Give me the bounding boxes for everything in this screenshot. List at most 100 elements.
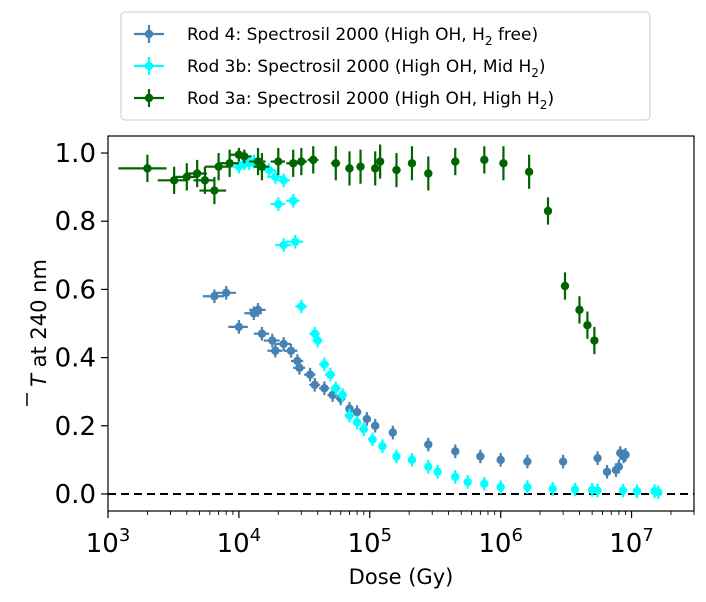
data-point [286, 193, 300, 208]
marker [593, 486, 602, 495]
marker [345, 164, 354, 173]
data-point [451, 147, 460, 176]
data-point [330, 381, 341, 396]
marker [480, 479, 489, 488]
data-point [570, 482, 580, 497]
marker [463, 477, 472, 487]
marker [424, 169, 433, 178]
marker [297, 157, 306, 166]
data-point [293, 361, 306, 375]
data-point [433, 464, 442, 479]
marker [424, 462, 433, 471]
data-point [270, 147, 285, 176]
marker [618, 486, 628, 495]
marker [524, 167, 534, 176]
svg-text:T at 240 nm: T at 240 nm [27, 259, 51, 387]
marker [192, 169, 202, 178]
series-3 [118, 144, 599, 355]
x-tick-label: 107 [609, 525, 654, 559]
data-point [275, 337, 291, 351]
marker [309, 155, 318, 165]
marker [143, 164, 152, 173]
marker [279, 339, 288, 349]
marker [359, 424, 368, 434]
data-point [575, 296, 584, 324]
marker [543, 206, 553, 216]
data-point [319, 381, 330, 396]
marker [499, 159, 508, 168]
marker [286, 346, 296, 355]
data-point [304, 367, 316, 382]
data-point [543, 197, 553, 225]
data-point [496, 453, 505, 467]
data-point [267, 343, 283, 358]
marker [575, 305, 584, 315]
marker [407, 159, 417, 168]
legend-label: Rod 3a: Spectrosil 2000 (High OH, High H… [187, 89, 554, 112]
marker [362, 414, 372, 424]
data-point [523, 454, 532, 469]
data-point [583, 311, 592, 339]
marker [352, 407, 362, 417]
data-point [359, 422, 369, 436]
data-point [174, 163, 198, 191]
marker [279, 176, 288, 185]
marker [368, 435, 377, 444]
data-point [319, 357, 330, 372]
x-tick-label: 103 [86, 525, 131, 559]
data-point [362, 412, 372, 426]
marker [558, 457, 568, 466]
marker [345, 404, 354, 413]
marker [614, 462, 624, 471]
marker [279, 240, 288, 250]
legend-entry-2: Rod 3b: Spectrosil 2000 (High OH, Mid H2… [134, 57, 546, 80]
marker [289, 159, 298, 168]
data-point [548, 482, 557, 496]
marker [240, 152, 249, 161]
marker [310, 380, 319, 390]
data-point [309, 378, 320, 392]
data-point [325, 367, 336, 382]
data-point [593, 483, 602, 498]
data-point [235, 149, 252, 164]
marker [583, 321, 592, 330]
marker [222, 288, 231, 298]
marker [352, 418, 362, 427]
data-point [214, 286, 236, 300]
data-point [199, 176, 227, 205]
data-point [295, 299, 307, 314]
marker [257, 162, 267, 171]
data-point [337, 388, 348, 402]
data-point [476, 449, 485, 464]
marker [210, 292, 219, 301]
marker [388, 428, 398, 437]
marker [313, 336, 322, 345]
data-point [424, 156, 433, 191]
marker [548, 484, 557, 494]
marker [289, 196, 298, 205]
marker [345, 411, 354, 420]
x-tick-label: 104 [217, 525, 262, 559]
marker [632, 487, 642, 496]
marker [295, 363, 304, 373]
data-point [451, 470, 460, 484]
series-layer [118, 144, 663, 500]
y-tick-label: 0.0 [55, 480, 96, 510]
marker [451, 447, 460, 456]
data-point [654, 485, 663, 500]
marker [433, 467, 442, 476]
legend-marker-dot [144, 61, 154, 71]
data-point [118, 154, 167, 183]
marker [407, 455, 417, 465]
data-point [560, 272, 570, 300]
marker [169, 176, 179, 185]
marker [570, 485, 580, 494]
data-point [263, 333, 280, 348]
legend: Rod 4: Spectrosil 2000 (High OH, H2 free… [120, 11, 651, 121]
data-point [524, 154, 534, 189]
data-point [253, 326, 270, 341]
marker [378, 442, 387, 451]
marker [320, 360, 329, 369]
data-point [295, 147, 307, 176]
marker [392, 165, 401, 175]
